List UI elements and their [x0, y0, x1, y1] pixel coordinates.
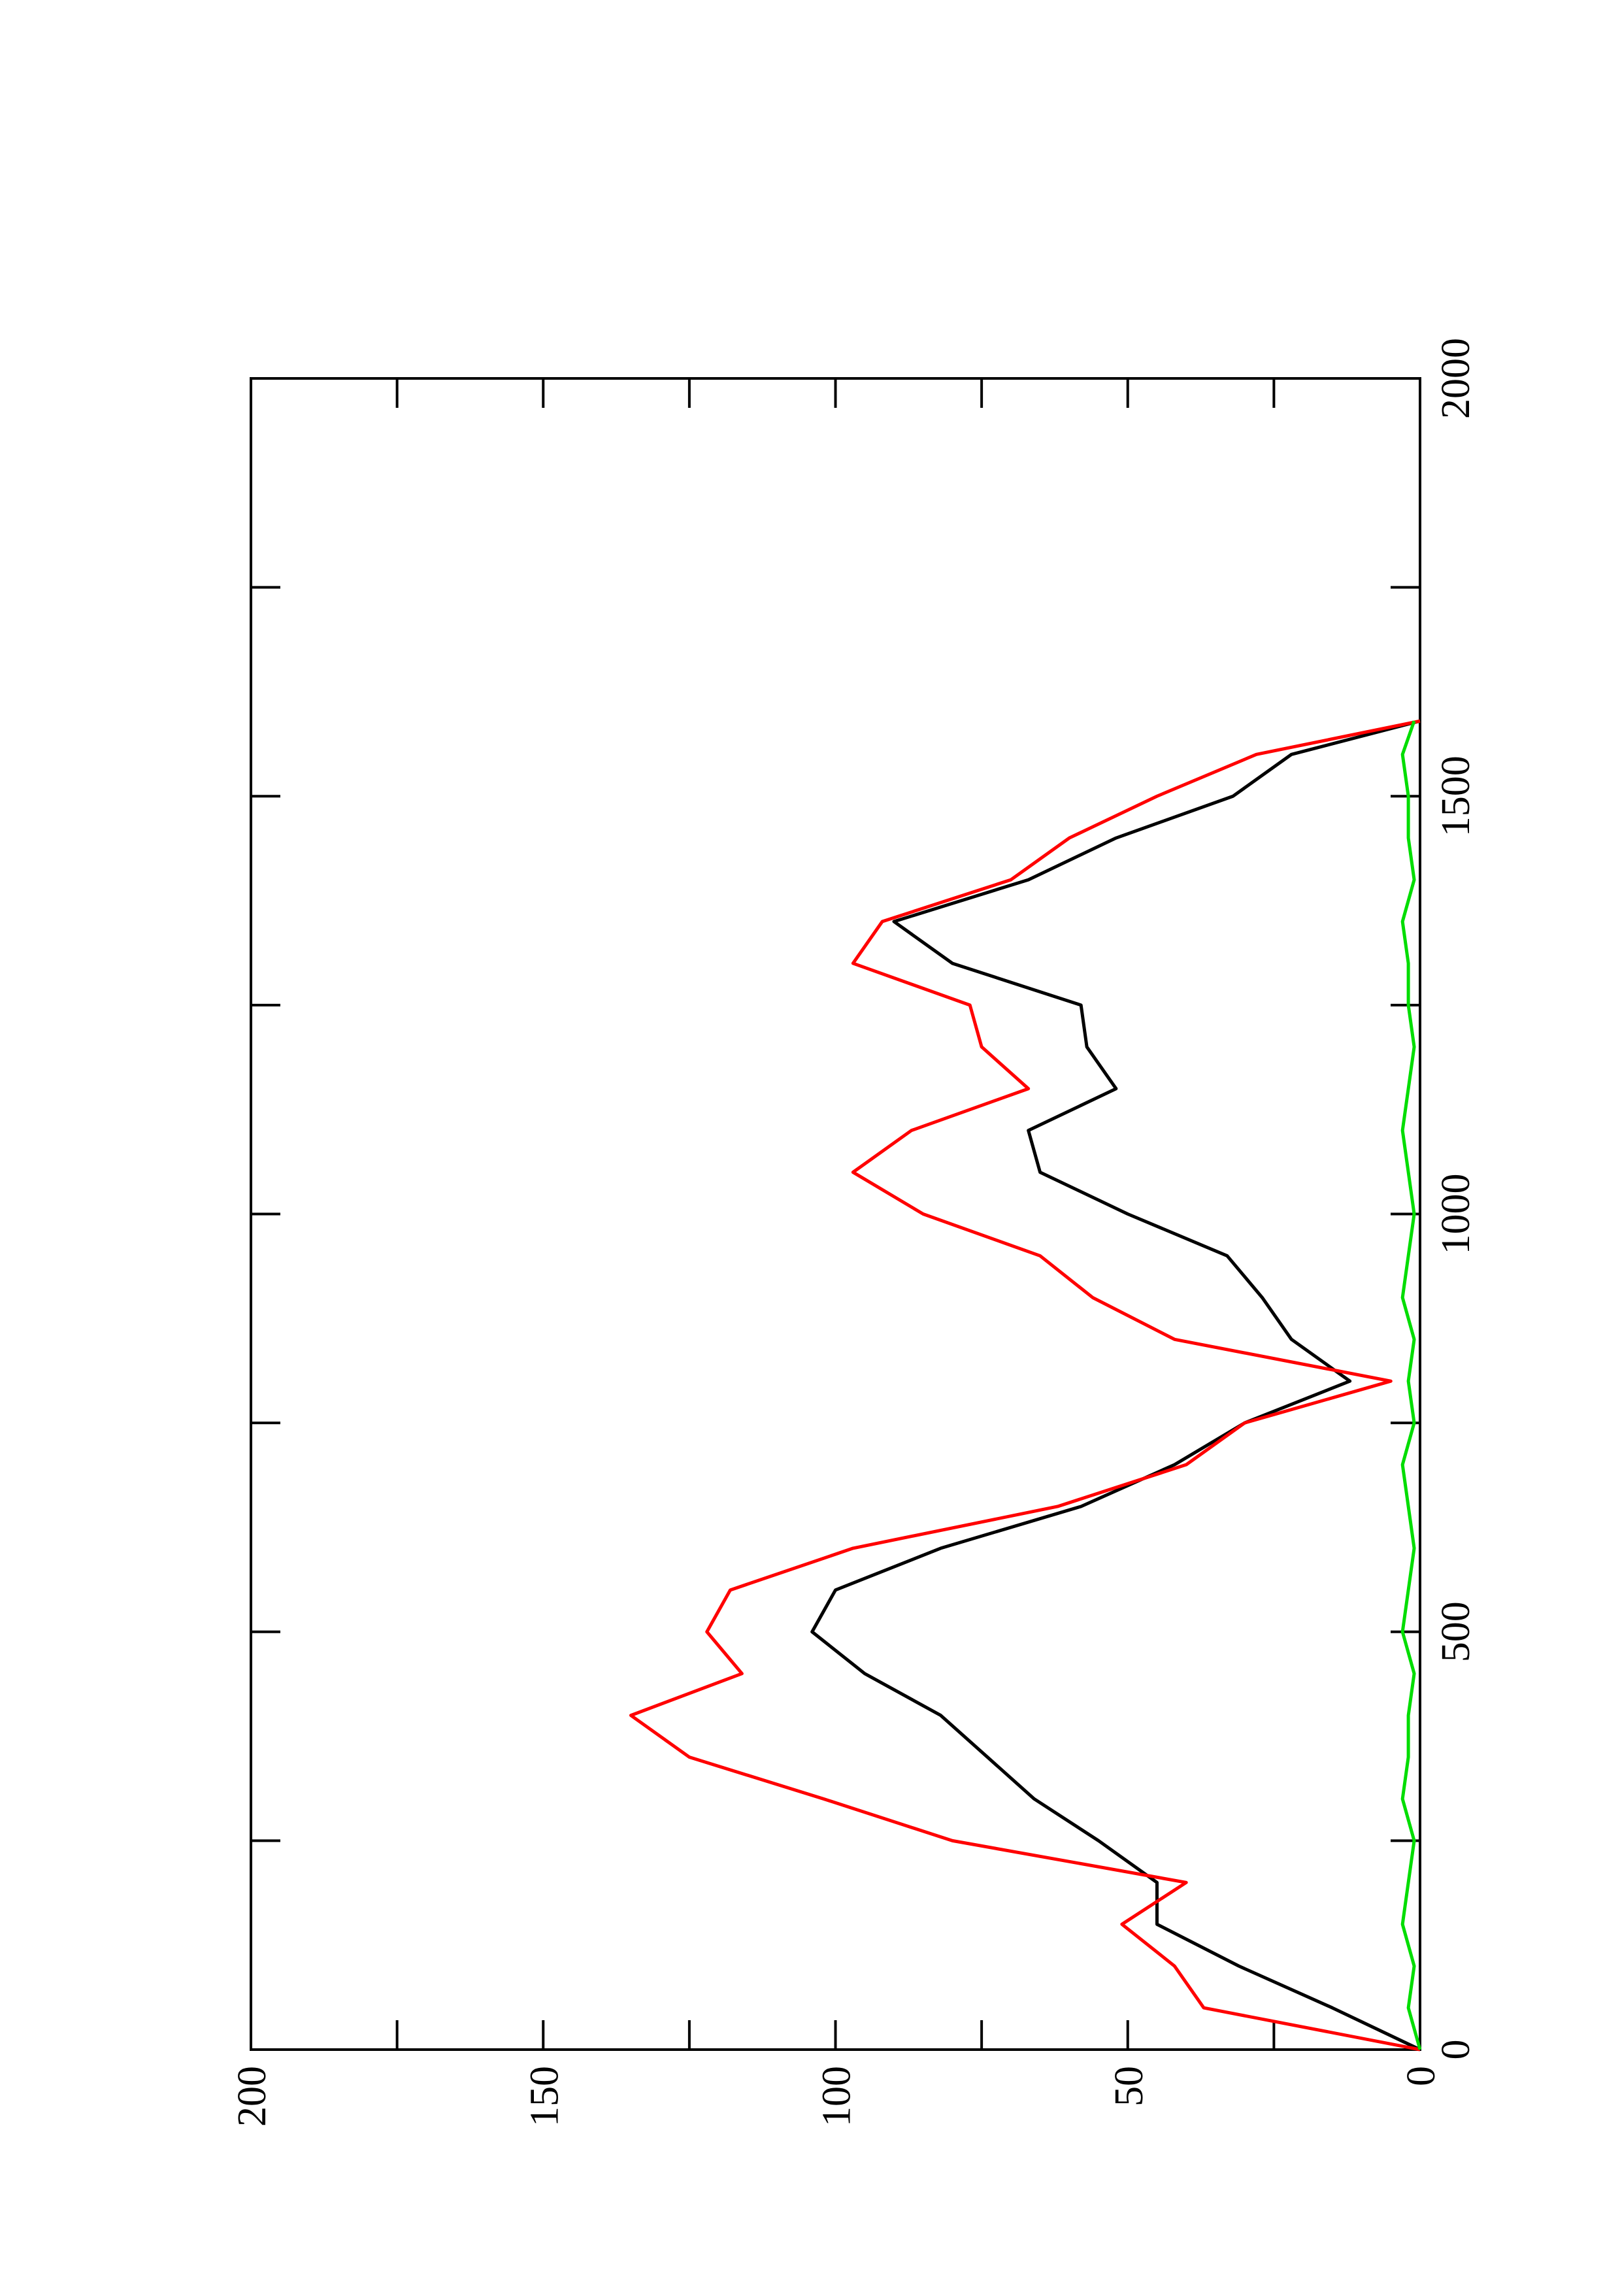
- series-line: [629, 719, 1421, 2052]
- x-tick-label: 2000: [1434, 338, 1478, 419]
- y-tick-label: 200: [230, 2066, 274, 2127]
- x-tick-label: 0: [1434, 2040, 1478, 2060]
- series-line: [1400, 720, 1422, 2050]
- x-tick-label: 1500: [1434, 756, 1478, 837]
- y-tick-label: 150: [522, 2066, 567, 2127]
- series-line: [810, 719, 1421, 2052]
- y-tick-label: 100: [815, 2066, 859, 2127]
- y-tick-label: 50: [1107, 2066, 1151, 2106]
- y-tick-label: 0: [1399, 2066, 1444, 2086]
- plot-frame: [250, 377, 1421, 2051]
- x-tick-label: 500: [1434, 1601, 1478, 1662]
- x-tick-label: 1000: [1434, 1174, 1478, 1255]
- plot-area: 0 500 1000 1500 2000 0 50 100 150 200: [230, 338, 1478, 2127]
